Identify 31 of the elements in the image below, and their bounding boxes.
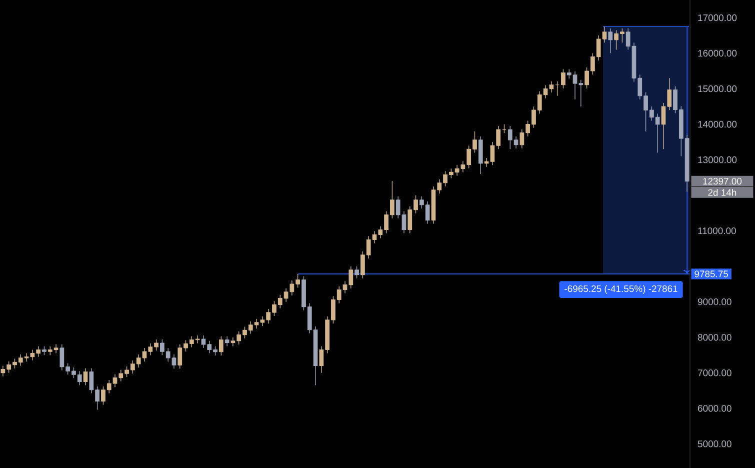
candlestick	[620, 28, 624, 43]
candlestick	[472, 131, 477, 154]
y-tick-label: 15000.00	[698, 85, 737, 92]
candlestick	[496, 126, 501, 150]
y-tick-label: 8000.00	[698, 334, 732, 341]
candlestick	[378, 226, 383, 239]
y-tick-label: 17000.00	[698, 14, 737, 22]
candlestick	[89, 368, 94, 394]
candlestick	[83, 368, 88, 386]
candlestick	[478, 136, 483, 174]
candlestick	[614, 30, 618, 50]
candlestick	[561, 68, 566, 89]
candlestick	[608, 28, 613, 54]
candlestick	[95, 386, 100, 410]
y-tick-label: 9000.00	[698, 298, 732, 306]
y-tick-label: 11000.00	[698, 227, 736, 234]
y-tick-label: 14000.00	[698, 120, 737, 128]
annotation: -6965.25 (-41.55%) -27861	[564, 285, 678, 294]
candlestick	[60, 344, 64, 371]
y-tick-label: 6000.00	[698, 404, 732, 412]
text: 2d 14h	[708, 188, 736, 196]
candlestick	[213, 346, 218, 356]
y-tick-label: 7000.00	[698, 369, 732, 376]
y-tick-label: 5000.00	[698, 440, 732, 448]
candlestick	[218, 336, 224, 356]
text: 12397.00	[703, 178, 742, 185]
y-tick-label: 16000.00	[698, 50, 737, 57]
y-tick-label: 13000.00	[698, 156, 737, 164]
ref-line-label: 9785.75	[694, 270, 728, 278]
candlestick	[224, 336, 230, 347]
candlestick	[354, 266, 359, 279]
